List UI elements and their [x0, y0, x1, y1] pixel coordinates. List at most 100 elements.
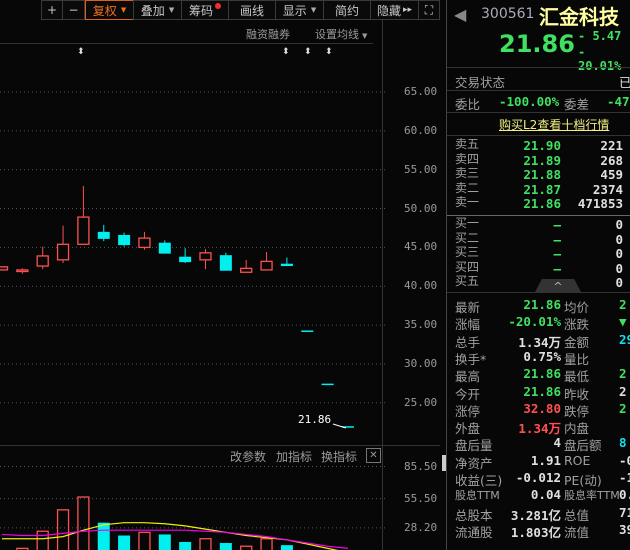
stat-value: 0.75%	[523, 348, 561, 364]
divider	[447, 90, 630, 91]
candle[interactable]	[16, 268, 29, 274]
stat-value: 1.803亿	[510, 524, 561, 540]
event-marker-icon[interactable]: ⬍	[325, 47, 333, 57]
price-axis-label: 50.00	[404, 201, 438, 215]
candle[interactable]	[301, 330, 314, 332]
sell-row[interactable]: 卖二 21.87 2374	[447, 181, 630, 197]
candle[interactable]	[341, 426, 354, 428]
price-change-pct: - 20.01%	[578, 45, 622, 73]
candle[interactable]	[0, 266, 9, 271]
candle-body	[36, 255, 49, 267]
stat-label: 跌停	[564, 403, 590, 419]
buy-price: —	[553, 217, 561, 232]
candle[interactable]	[36, 246, 49, 270]
panel-resize-handle[interactable]	[442, 455, 446, 471]
add-indicator-button[interactable]: 加指标	[276, 450, 313, 464]
candle[interactable]	[321, 383, 334, 386]
divider	[447, 215, 630, 216]
collapse-orderbook-button[interactable]: ^	[535, 279, 581, 292]
candle[interactable]	[158, 240, 171, 254]
chips-button[interactable]: 筹码	[181, 0, 229, 20]
switch-indicator-button[interactable]: 换指标	[321, 450, 358, 464]
sell-level-label: 卖一	[455, 195, 480, 209]
volume-bar	[118, 535, 131, 550]
stat-label: 股息率TTM	[564, 489, 620, 503]
buy-volume: 0	[615, 260, 623, 276]
stat-value: 4	[553, 435, 561, 451]
candle[interactable]	[240, 259, 253, 273]
weibi-label: 委比	[455, 97, 481, 112]
close-indicator-button[interactable]: ✕	[366, 448, 381, 463]
buy-row[interactable]: 买二 — 0	[447, 230, 630, 247]
quote-panel: ◀ 300561 汇金科技 21.86 - 5.47 - 20.01% 交易状态…	[446, 0, 630, 550]
volume-bar	[158, 534, 171, 550]
volume-axis-label: 85.50	[404, 459, 438, 473]
display-dropdown[interactable]: 显示 ▼	[275, 0, 324, 20]
current-price: 21.86	[499, 30, 575, 58]
kline-chart[interactable]: ⬍ ⬍ ⬍ ⬍	[0, 0, 446, 550]
stat-label: 涨跌	[564, 317, 590, 333]
buy-row[interactable]: 买一 — 0	[447, 217, 630, 233]
double-arrow-right-icon: ▸▸	[402, 5, 413, 15]
margin-trading-link[interactable]: 融资融券	[246, 28, 290, 41]
back-arrow-icon[interactable]: ◀	[454, 5, 467, 24]
sell-level-label: 卖四	[455, 151, 480, 166]
fuquan-dropdown[interactable]: 复权 ▼	[85, 0, 134, 20]
candle[interactable]	[138, 231, 151, 250]
candle[interactable]	[118, 232, 131, 247]
sell-price: 21.86	[523, 196, 561, 211]
event-marker-icon[interactable]: ⬍	[304, 47, 312, 57]
price-axis-label: 60.00	[404, 123, 438, 137]
event-marker-icon[interactable]: ⬍	[77, 47, 85, 57]
hide-label: 隐藏	[376, 3, 401, 18]
candle-body	[240, 267, 253, 273]
stat-label: 净资产	[455, 455, 493, 471]
draw-line-button[interactable]: 画线	[228, 0, 276, 20]
candle-body	[260, 260, 273, 271]
sell-row[interactable]: 卖一 21.86 471853	[447, 195, 630, 212]
zoom-out-button[interactable]: −	[62, 0, 85, 20]
volume-bar	[36, 530, 49, 550]
sell-volume: 268	[600, 152, 623, 168]
candle[interactable]	[280, 257, 293, 267]
candle[interactable]	[97, 224, 110, 242]
sell-row[interactable]: 卖五 21.90 221	[447, 137, 630, 154]
stat-value: 2	[619, 400, 627, 416]
candle-body	[118, 234, 131, 246]
divider	[447, 67, 630, 68]
last-price-pointer-icon	[332, 423, 347, 429]
stat-label: 盘后额	[564, 438, 602, 454]
sell-row[interactable]: 卖三 21.88 459	[447, 167, 630, 183]
buy-row[interactable]: 买五 0	[447, 275, 630, 291]
candle-body	[77, 216, 90, 245]
sell-row[interactable]: 卖四 21.89 268	[447, 151, 630, 168]
edit-params-button[interactable]: 改参数	[230, 450, 267, 464]
stat-label: 最高	[455, 369, 481, 385]
event-marker-icon[interactable]: ⬍	[282, 47, 290, 57]
candle[interactable]	[77, 186, 90, 245]
candle[interactable]	[199, 248, 212, 270]
price-axis-label: 40.00	[404, 279, 438, 293]
hide-button[interactable]: 隐藏 ▸▸	[370, 0, 419, 20]
volume-ma-line	[1, 529, 349, 549]
stat-label: 总值	[564, 507, 590, 523]
sell-level-label: 卖五	[455, 137, 480, 151]
candle[interactable]	[56, 225, 70, 263]
ma-settings-dropdown[interactable]: 设置均线 ▼	[315, 26, 367, 42]
candle[interactable]	[179, 248, 192, 263]
buy-row[interactable]: 买三 — 0	[447, 246, 630, 262]
buy-row[interactable]: 买四 — 0	[447, 260, 630, 276]
caret-down-icon: ▼	[168, 6, 175, 14]
buy-l2-link[interactable]: 购买L2查看十档行情	[499, 118, 610, 132]
stat-label: ROE	[564, 452, 591, 468]
candle[interactable]	[260, 252, 273, 271]
candle[interactable]	[219, 252, 232, 271]
stat-value: ▼	[619, 314, 627, 330]
fullscreen-button[interactable]: ⛶	[418, 0, 440, 20]
stat-label: 内盘	[564, 421, 590, 437]
buy-level-label: 买二	[455, 230, 480, 245]
